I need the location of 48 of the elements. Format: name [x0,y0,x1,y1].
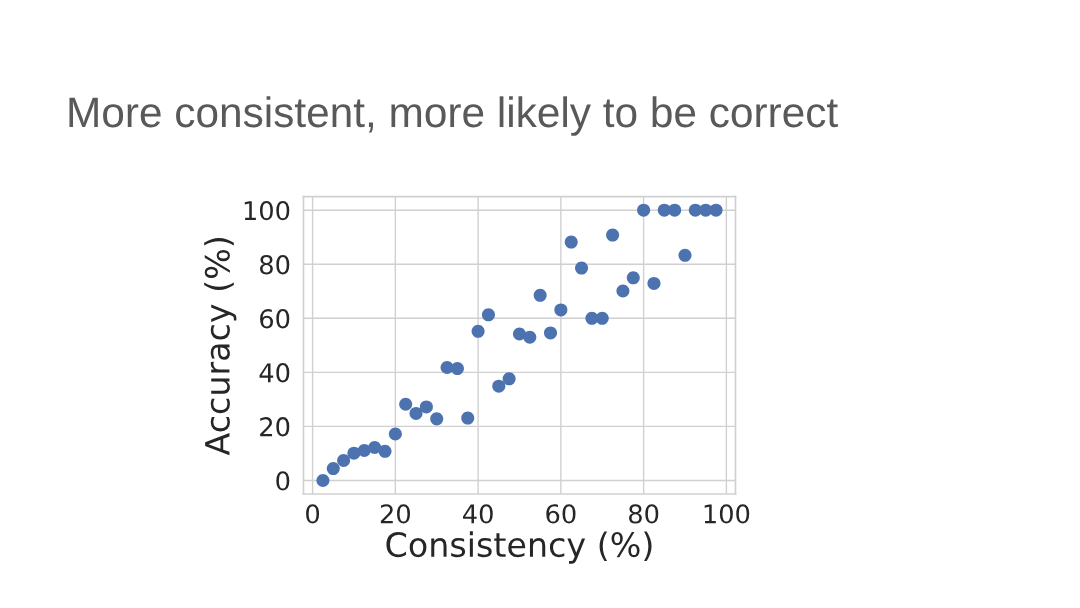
point [388,427,402,441]
point [709,203,723,217]
y-axis-title: Accuracy (%) [204,237,237,456]
point [430,412,444,426]
point [316,473,330,487]
point [357,443,371,457]
point [544,326,558,340]
point [461,411,475,425]
point [616,284,630,298]
point [523,330,537,344]
point [502,372,516,386]
x-tick-label: 20 [380,504,410,524]
point [326,462,340,476]
point [678,248,692,262]
point [481,308,495,322]
point [595,311,609,325]
y-tick-label: 60 [260,309,290,329]
point [337,453,351,467]
point [668,203,682,217]
x-axis-title: Consistency (%) [386,531,652,564]
point [533,288,547,302]
x-tick-label: 40 [463,504,493,524]
point [647,276,661,290]
point [492,379,506,393]
x-tick-label: 60 [546,504,576,524]
point [471,324,485,338]
point [564,235,578,249]
point [575,261,589,275]
point [399,397,413,411]
y-tick-label: 20 [260,417,290,437]
point [626,271,640,285]
x-tick-label: 0 [306,504,320,524]
point [368,441,382,455]
y-tick-label: 40 [259,363,290,383]
point [637,203,651,217]
x-tick-label: 80 [629,504,659,524]
y-tick-label: 0 [276,471,290,491]
y-tick-label: 100 [244,200,290,221]
point [606,228,620,242]
point [512,327,526,341]
point [450,362,464,376]
point [419,400,433,414]
point [409,406,423,420]
x-tick-label: 100 [704,504,750,524]
y-tick-label: 80 [260,254,290,275]
point [554,303,568,317]
chart-title: More consistent, more likely to be correct [69,96,838,136]
point [378,444,392,458]
